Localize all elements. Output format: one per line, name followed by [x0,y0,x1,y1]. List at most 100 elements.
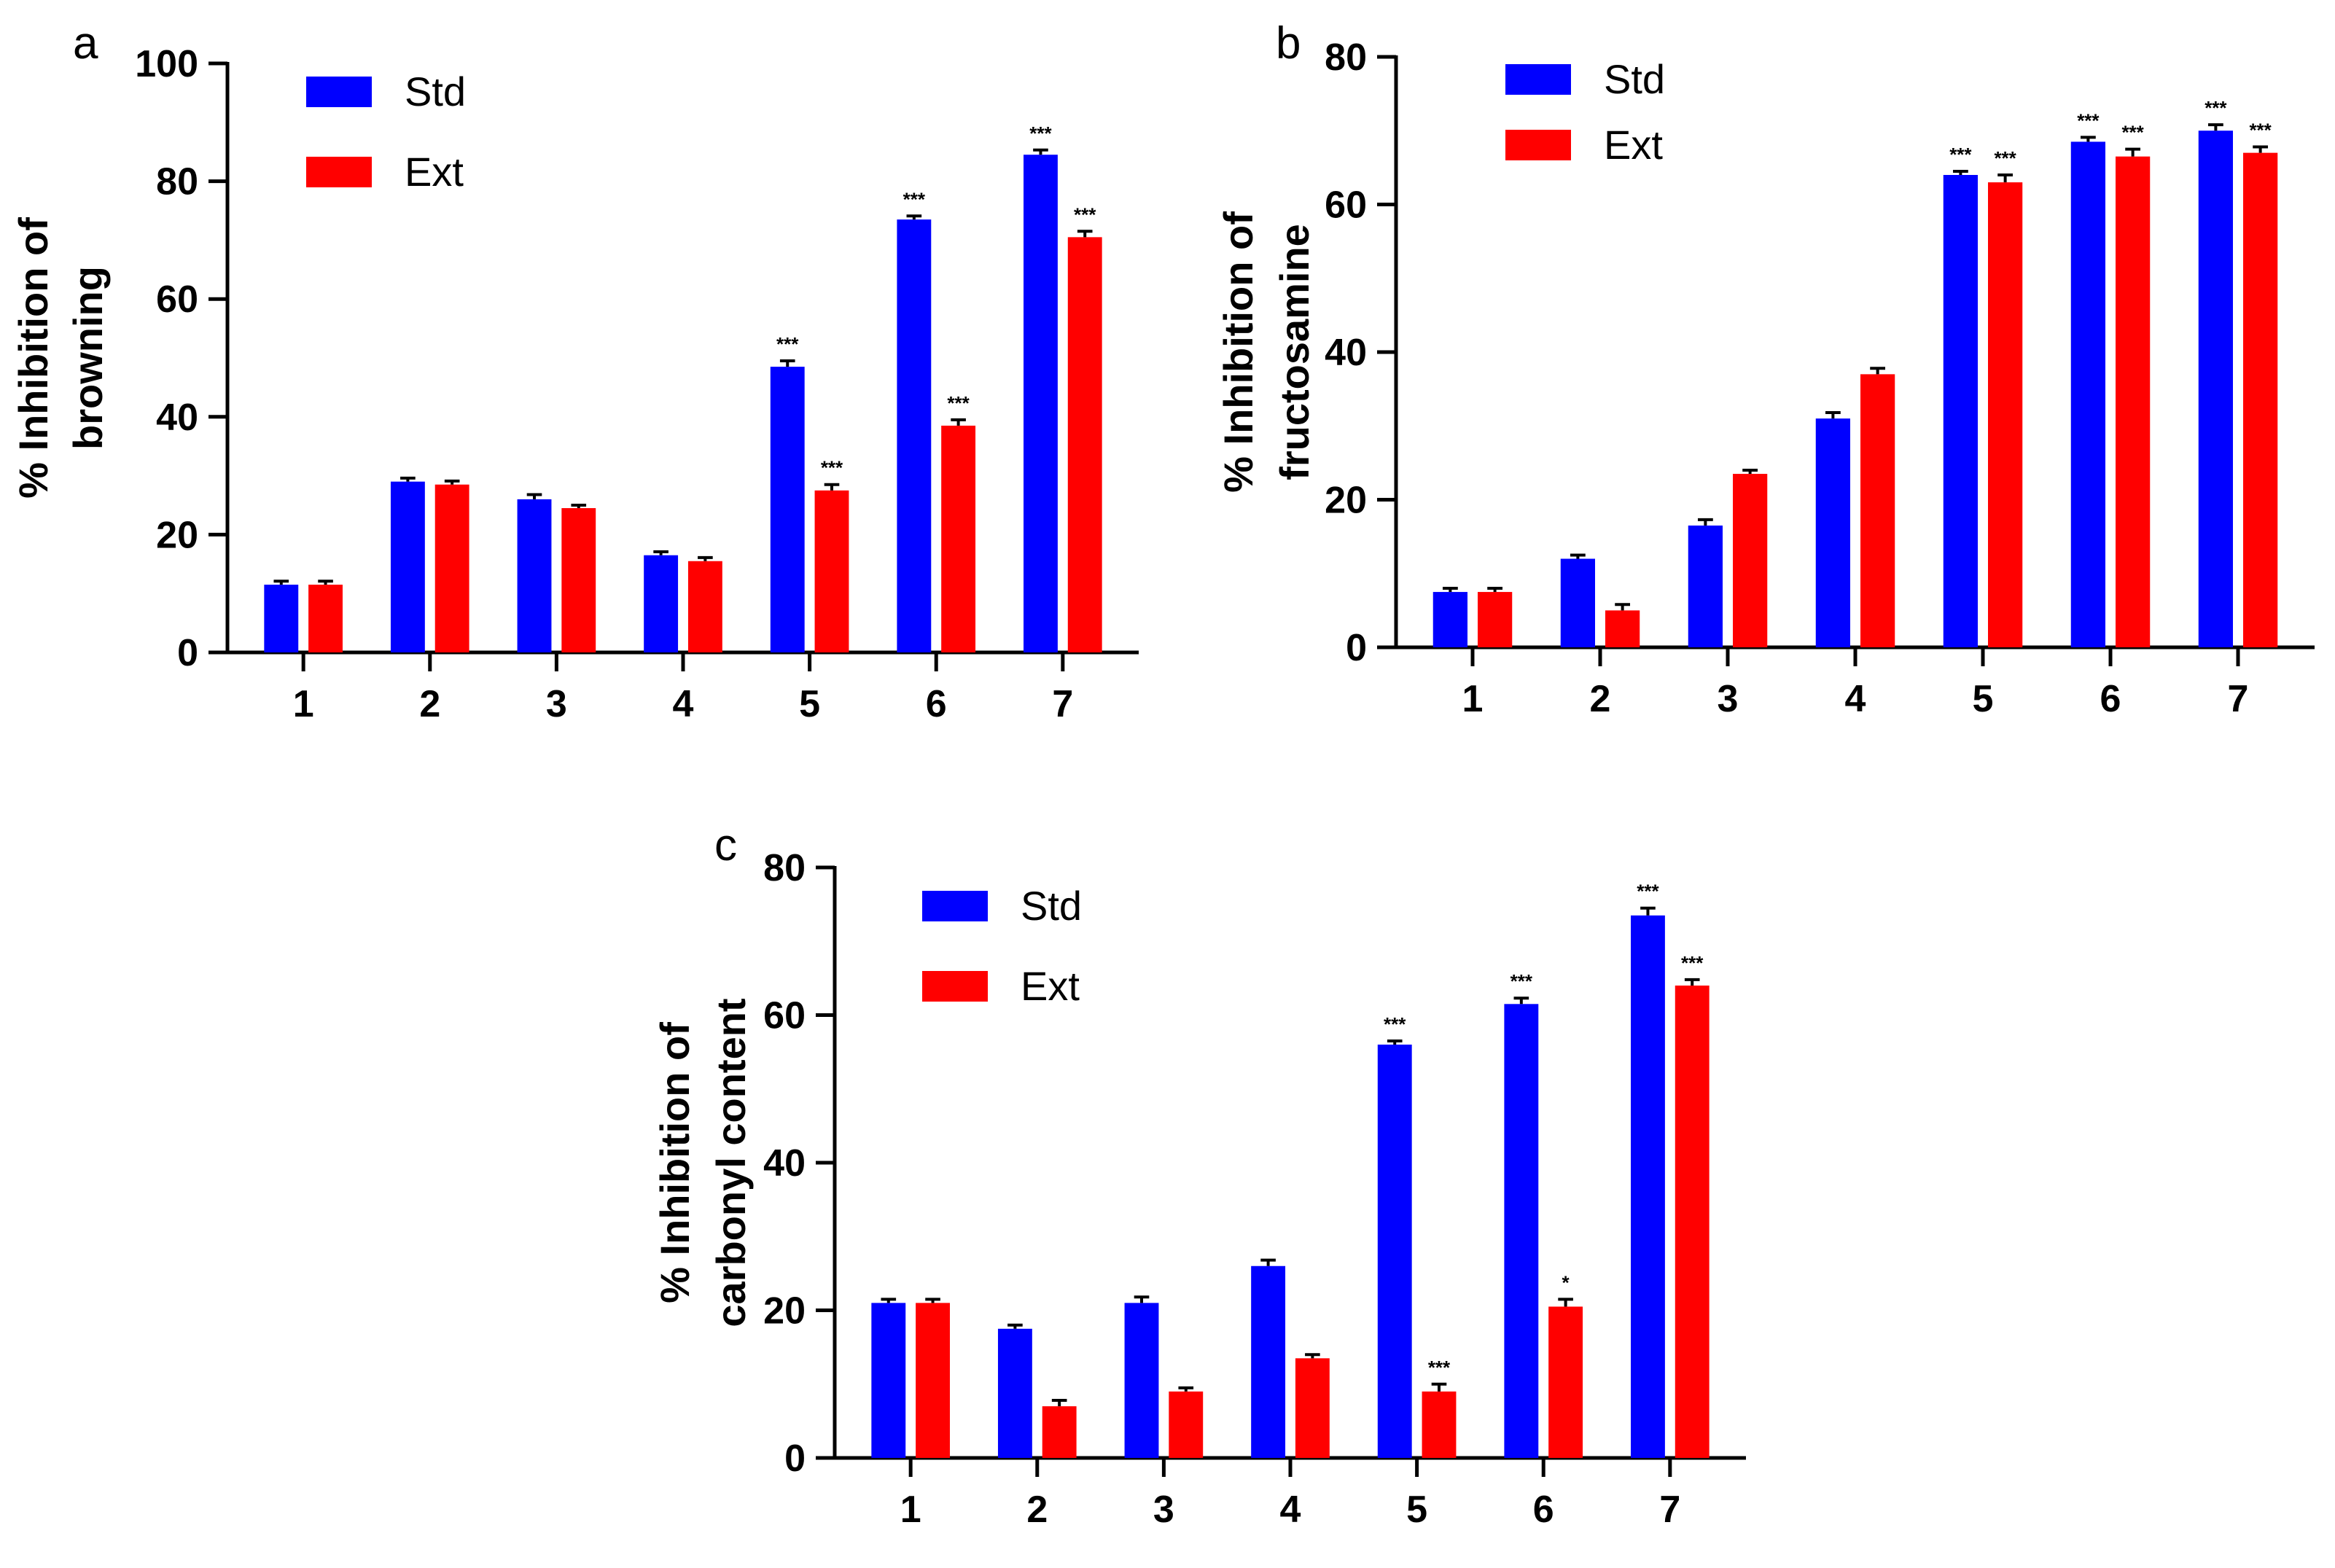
significance-label: *** [1994,147,2016,169]
y-axis-title: % Inhibition of [652,1022,698,1303]
significance-label: *** [1074,203,1096,225]
significance-label: *** [1681,952,1704,974]
x-tick-label: 1 [900,1489,921,1531]
ext-bar [916,1303,950,1458]
significance-label: *** [2205,97,2227,119]
y-axis-title: % Inhibition of [1215,211,1261,493]
ext-bar [1067,237,1102,652]
significance-label: *** [1637,881,1659,902]
y-tick-label: 40 [156,397,198,439]
ext-bar [434,484,469,652]
ext-bar [308,585,343,652]
x-tick-label: 7 [2228,678,2249,720]
std-bar [897,219,932,652]
ext-bar [2116,156,2151,647]
x-tick-label: 2 [1590,678,1611,720]
y-axis-title: % Inhibition of [10,217,56,499]
x-tick-label: 5 [1973,678,1994,720]
y-axis-title: browning [65,266,111,450]
x-tick-label: 6 [2100,678,2121,720]
std-bar [517,499,552,652]
legend-swatch-std [922,891,988,921]
ext-bar [1478,592,1513,647]
std-bar [2070,141,2105,647]
legend-label-ext: Ext [1021,963,1080,1009]
legend-label-ext: Ext [405,149,464,195]
y-tick-label: 0 [177,632,198,674]
x-tick-label: 2 [419,683,440,725]
y-tick-label: 40 [1325,332,1367,374]
std-bar [2198,130,2233,647]
std-bar [997,1328,1032,1458]
panel-letter: c [714,820,737,870]
ext-bar [1295,1358,1330,1458]
y-axis-title: fructosamine [1271,224,1317,480]
legend-label-ext: Ext [1604,122,1663,168]
y-axis-title: carbonyl content [708,998,754,1327]
chart-panel-c: c 0 20 40 60 80 % Inhibition of carbonyl conten… [652,820,1746,1531]
y-tick-label: 40 [763,1142,806,1185]
legend-swatch-std [306,77,372,107]
ext-bar [1860,374,1895,647]
legend-swatch-std [1505,64,1571,95]
y-tick-label: 20 [1325,480,1367,522]
y-tick-label: 0 [1346,627,1367,669]
significance-label: *** [1029,122,1052,144]
std-bar [264,585,299,652]
significance-label: *** [1384,1013,1406,1035]
x-tick-label: 3 [1153,1489,1174,1531]
chart-panel-b: b 0 20 40 60 80 % Inhibition of fructosamine 1 2 3… [1215,18,2315,720]
y-tick-label: 80 [763,847,806,889]
x-tick-label: 6 [926,683,947,725]
legend-label-std: Std [1604,56,1665,102]
significance-label: *** [903,188,926,210]
x-tick-label: 1 [293,683,314,725]
y-tick-label: 0 [784,1438,806,1480]
std-bar [644,555,679,652]
x-tick-label: 3 [1718,678,1739,720]
chart-panel-a: a 0 20 40 60 80 100 % Inhibition of browning 1 2 3 4… [10,18,1139,725]
std-bar [871,1303,906,1458]
ext-bar [1675,986,1710,1458]
x-tick-label: 5 [1406,1489,1427,1531]
x-tick-label: 4 [673,683,694,725]
x-tick-label: 2 [1026,1489,1048,1531]
std-bar [1377,1045,1412,1458]
significance-label: *** [947,392,970,414]
ext-bar [1169,1391,1204,1458]
std-bar [1631,915,1665,1458]
ext-bar [1988,182,2023,647]
std-bar [770,367,805,652]
std-bar [1560,558,1595,647]
std-bar [390,481,425,652]
y-tick-label: 60 [1325,184,1367,227]
ext-bar [941,425,976,652]
significance-label: *** [1949,144,1972,165]
panel-letter: a [73,18,98,69]
std-bar [1504,1004,1539,1458]
significance-label: *** [821,457,843,479]
ext-bar [1605,610,1640,647]
x-tick-label: 3 [546,683,567,725]
ext-bar [2243,152,2278,647]
y-tick-label: 20 [763,1290,806,1333]
y-tick-label: 20 [156,514,198,556]
significance-label: *** [776,333,799,355]
significance-label: *** [2121,122,2144,144]
significance-label: *** [2077,109,2100,131]
legend-swatch-ext [1505,130,1571,160]
x-tick-label: 5 [799,683,820,725]
std-bar [1024,155,1058,653]
y-tick-label: 60 [156,278,198,321]
std-bar [1124,1303,1159,1458]
legend-swatch-ext [306,157,372,187]
std-bar [1815,418,1850,647]
std-bar [1943,175,1978,647]
y-tick-label: 80 [1325,36,1367,79]
legend-label-std: Std [405,69,466,114]
legend-swatch-ext [922,971,988,1002]
x-tick-label: 4 [1845,678,1866,720]
y-tick-label: 80 [156,161,198,203]
x-tick-label: 6 [1533,1489,1554,1531]
